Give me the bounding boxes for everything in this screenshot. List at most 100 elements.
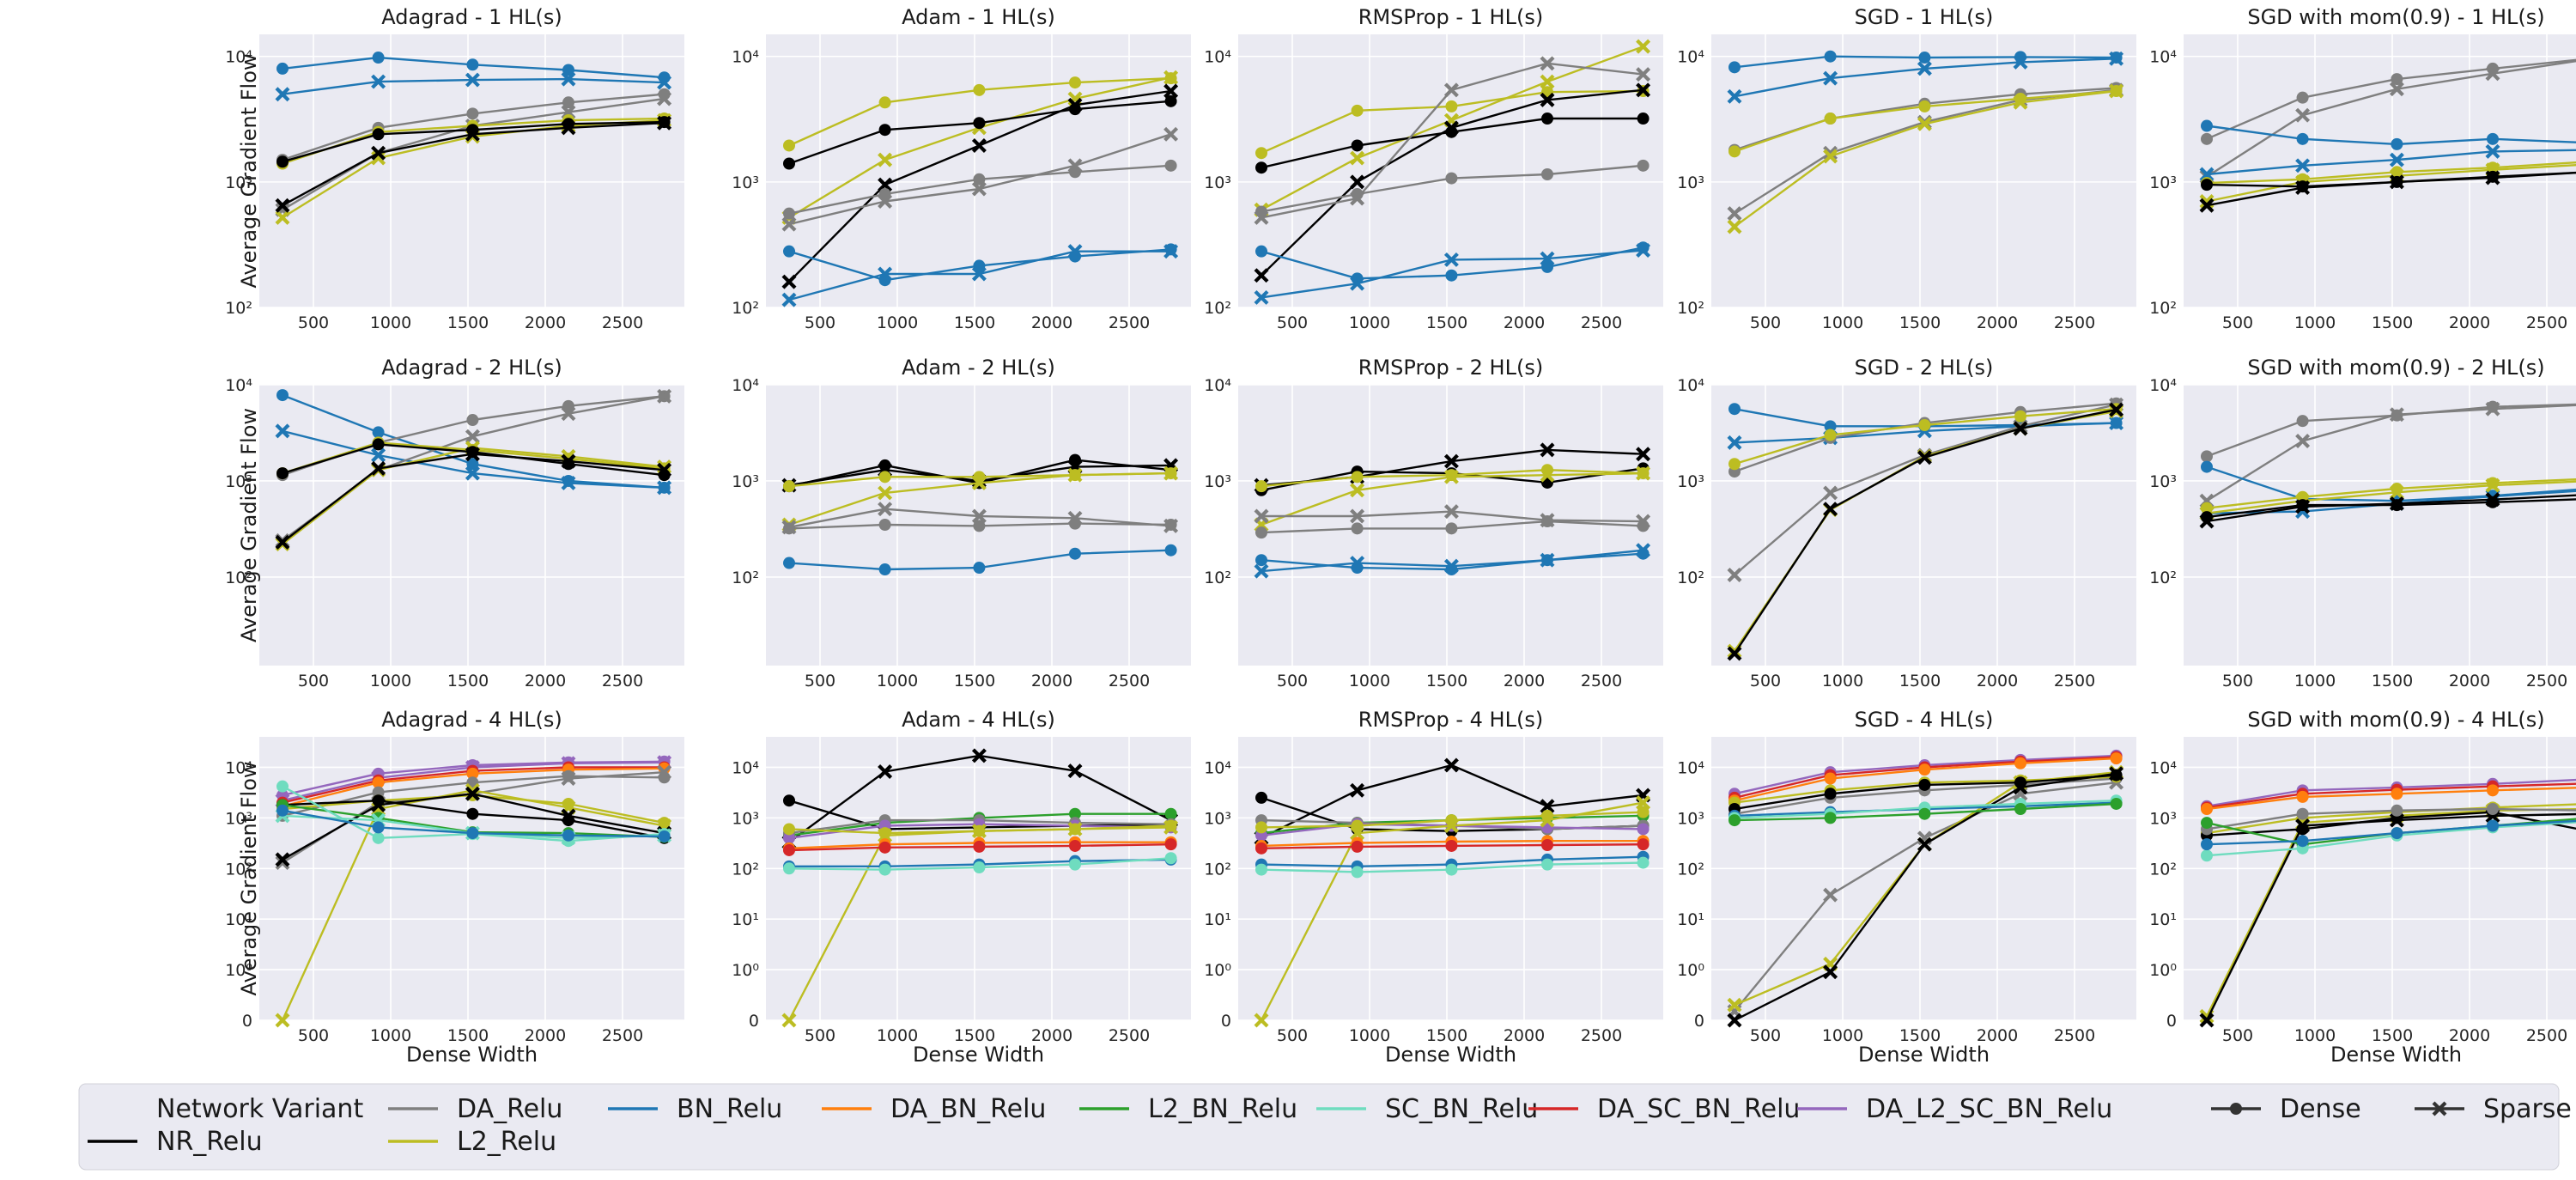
series-sc-bn-relu-dense — [783, 852, 1177, 876]
x-tick-label: 2500 — [1581, 313, 1622, 332]
series-l2-relu-dense-point — [1255, 821, 1267, 834]
x-tick-label: 500 — [2222, 672, 2253, 690]
series-l2-relu-dense-point — [1255, 147, 1267, 160]
series-nr-relu-sparse-point — [2199, 198, 2215, 213]
series-nr-relu-dense-point — [1164, 94, 1177, 107]
series-nr-relu-sparse-point — [2013, 421, 2028, 436]
series-sc-bn-relu-dense-point — [1069, 858, 1081, 871]
series-da-relu-sparse-point — [1350, 191, 1365, 206]
legend-item-da-relu: DA_Relu — [388, 1094, 562, 1124]
series-da-relu-sparse — [1254, 504, 1651, 529]
series-da-relu-dense-point — [973, 520, 986, 532]
legend-label: Dense — [2280, 1094, 2361, 1124]
series-nr-relu-sparse-point — [2199, 514, 2215, 529]
series-nr-relu-sparse-point — [878, 177, 893, 192]
series-da-relu-sparse-point — [1443, 504, 1459, 520]
y-tick-label: 10² — [2149, 860, 2177, 879]
series-l2-relu-sparse — [1254, 795, 1651, 1028]
series-nr-relu-sparse-point — [2199, 1013, 2215, 1028]
y-tick-label: 10⁴ — [225, 758, 252, 777]
series-nr-relu-sparse — [2199, 492, 2576, 529]
y-tick-label: 10³ — [2149, 472, 2177, 491]
legend-item-l2-relu: L2_Relu — [388, 1127, 556, 1157]
y-tick-label: 10³ — [1677, 472, 1704, 491]
legend-item-da-bn-relu: DA_BN_Relu — [822, 1094, 1046, 1124]
y-tick-label: 0 — [1221, 1012, 1231, 1031]
series-sc-bn-relu-dense-point — [973, 861, 986, 874]
series-bn-relu-dense-point — [466, 458, 479, 471]
series-da-sc-bn-relu-dense-point — [1255, 842, 1267, 855]
series-l2-relu-sparse-point — [2109, 83, 2124, 99]
y-tick-label: 10⁰ — [2149, 961, 2177, 980]
series-da-sc-bn-relu-dense — [1255, 838, 1649, 855]
series-bn-relu-dense-point — [2391, 827, 2403, 840]
x-tick-label: 1000 — [1822, 672, 1863, 690]
series-l2-bn-relu-dense-point — [1728, 814, 1741, 827]
y-tick-label: 10² — [1677, 299, 1704, 318]
x-tick-label: 1000 — [2294, 313, 2336, 332]
series-da-relu-sparse-point — [1636, 67, 1651, 82]
y-tick-label: 10² — [225, 569, 252, 587]
series-da-bn-relu-dense-point — [2110, 752, 2123, 765]
series-nr-relu-sparse-point — [1636, 447, 1651, 462]
y-tick-label: 10³ — [2149, 809, 2177, 828]
series-l2-relu-sparse-point — [1727, 997, 1742, 1013]
series-nr-relu-dense-point — [1918, 778, 1931, 791]
series-da-relu-sparse-point — [1067, 510, 1083, 526]
series-l2-relu-sparse-point — [1350, 483, 1365, 498]
series-l2-relu-sparse — [275, 782, 672, 1028]
series-bn-relu-dense-point — [372, 426, 385, 439]
subplot-sgd-with-mom-0-9-1-hl-s: SGD with mom(0.9) - 1 HL(s) 500 1000 1500 20… — [2149, 5, 2576, 332]
series-da-relu-dense-point — [466, 414, 479, 427]
series-l2-relu-dense-point — [1445, 100, 1458, 113]
series-bn-relu-dense-point — [276, 389, 289, 402]
series-bn-relu-sparse-point — [561, 71, 576, 87]
series-da-relu-dense-point — [2296, 807, 2309, 820]
subplot-sgd-1-hl-s: SGD - 1 HL(s) 500 1000 1500 2000 2500 10² 10³ 10… — [1677, 5, 2136, 332]
series-bn-relu-sparse-point — [1636, 243, 1651, 259]
series-nr-relu-sparse-point — [1254, 268, 1269, 283]
series-bn-relu-sparse-point — [465, 465, 480, 481]
x-tick-label: 2500 — [1581, 1026, 1622, 1045]
series-bn-relu-sparse-point — [2389, 152, 2404, 167]
series-l2-relu-sparse-point — [1443, 469, 1459, 484]
y-tick-label: 10³ — [1204, 173, 1231, 192]
series-l2-relu-sparse-point — [1540, 467, 1555, 483]
y-tick-label: 10² — [1677, 860, 1704, 879]
subplot-title: SGD - 1 HL(s) — [1855, 5, 1994, 29]
series-sc-bn-relu-dense-point — [2201, 849, 2213, 862]
series-nr-relu-dense-point — [372, 438, 385, 451]
series-nr-relu-sparse-point — [465, 786, 480, 801]
series-bn-relu-dense-point — [562, 64, 574, 76]
series-l2-relu-sparse-point — [1540, 812, 1555, 828]
series-nr-relu-dense-point — [276, 155, 289, 168]
series-l2-relu-sparse-point — [2013, 94, 2028, 110]
plot-area — [1711, 34, 2136, 307]
series-l2-relu-sparse-point — [1163, 819, 1179, 835]
series-da-relu-dense-point — [783, 207, 795, 220]
series-da-relu-sparse — [781, 126, 1179, 232]
subplot-adam-2-hl-s: Adam - 2 HL(s) 500 1000 1500 2000 2500 10² 10³ 1… — [732, 356, 1191, 690]
series-bn-relu-dense-point — [1255, 554, 1267, 567]
series-da-bn-relu-dense-point — [2014, 757, 2026, 769]
series-da-relu-sparse-point — [878, 502, 893, 517]
series-l2-relu-sparse-point — [275, 210, 290, 225]
series-bn-relu-sparse-point — [1636, 543, 1651, 558]
subplot-rmsprop-4-hl-s: RMSProp - 4 HL(s) 500 1000 1500 2000 2500 0 10⁰… — [1204, 708, 1663, 1067]
subplot-title: SGD with mom(0.9) - 1 HL(s) — [2247, 5, 2544, 29]
series-da-relu-sparse-point — [657, 91, 672, 106]
series-bn-relu-dense-point — [562, 829, 574, 842]
series-da-relu-dense-point — [372, 786, 385, 799]
x-tick-label: 2500 — [1581, 672, 1622, 690]
series-da-relu-sparse-point — [561, 406, 576, 422]
y-tick-label: 10² — [2149, 569, 2177, 587]
series-sc-bn-relu-dense-point — [1541, 858, 1553, 871]
y-tick-label: 10³ — [225, 472, 252, 491]
series-da-relu-sparse-point — [1823, 887, 1838, 903]
series-da-l2-sc-bn-relu-dense-point — [783, 831, 795, 844]
x-tick-label: 1000 — [1822, 313, 1863, 332]
x-tick-label: 2500 — [1109, 313, 1150, 332]
y-tick-label: 10² — [732, 299, 759, 318]
series-da-sc-bn-relu-dense-point — [1445, 839, 1458, 852]
